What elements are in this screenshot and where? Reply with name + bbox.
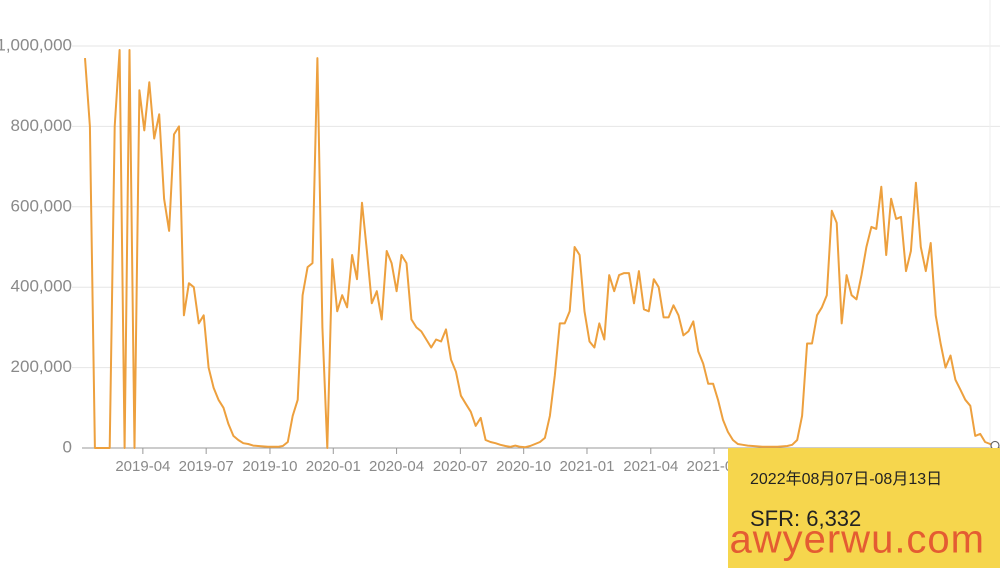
x-tick-label: 2020-04 (369, 458, 424, 475)
x-tick-label: 2021-04 (623, 458, 678, 475)
x-tick-label: 2019-10 (242, 458, 297, 475)
x-tick-label: 2021-07 (687, 458, 742, 475)
watermark: awyerwu.com (729, 518, 985, 562)
x-tick-label: 2020-01 (306, 458, 361, 475)
x-tick-label: 2021-01 (559, 458, 614, 475)
x-tick-label: 2019-04 (115, 458, 170, 475)
tooltip-box (728, 448, 1000, 568)
x-tick-label: 2019-07 (179, 458, 234, 475)
y-tick-label: 200,000 (11, 357, 72, 376)
y-tick-label: 800,000 (11, 116, 72, 135)
y-tick-label: 0 (63, 437, 72, 456)
x-tick-label: 2020-10 (496, 458, 551, 475)
tooltip-title: 2022年08月07日-08月13日 (750, 470, 942, 488)
y-tick-label: 400,000 (11, 277, 72, 296)
tooltip-text: SFR: 6,332 (750, 506, 861, 531)
y-tick-label: 600,000 (11, 196, 72, 215)
x-tick-label: 2020-07 (433, 458, 488, 475)
y-tick-label: 1,000,000 (0, 35, 72, 54)
line-series (84, 49, 996, 449)
